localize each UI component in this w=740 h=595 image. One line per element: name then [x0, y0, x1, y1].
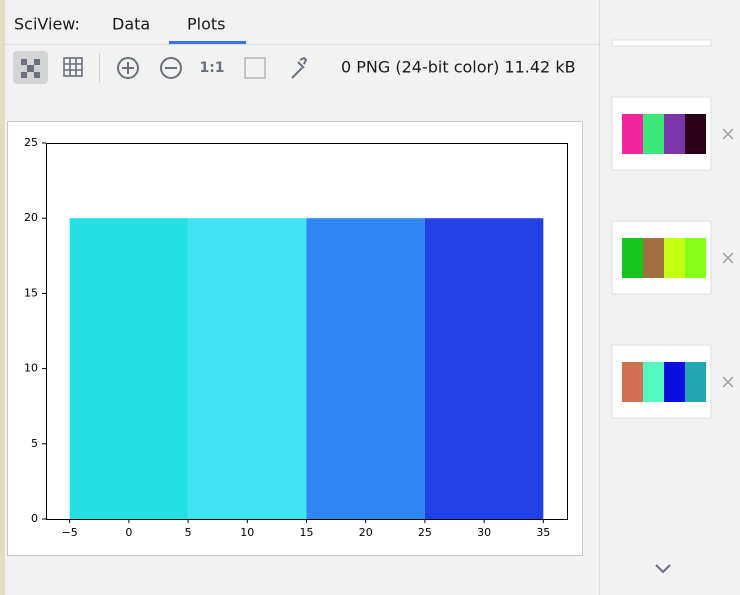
toolbar-separator [99, 53, 100, 83]
grid-button[interactable] [63, 57, 83, 77]
x-tick-label: 5 [185, 526, 192, 539]
x-tick-label: 10 [240, 526, 254, 539]
close-thumbnail-icon[interactable] [722, 376, 734, 388]
x-tick-label: 35 [536, 526, 550, 539]
bar [306, 218, 425, 519]
y-tick-label: 0 [31, 512, 38, 525]
tab-plots[interactable]: Plots [187, 15, 226, 34]
zoom-in-button[interactable] [117, 57, 139, 79]
tab-data[interactable]: Data [112, 15, 150, 34]
thumbnail-bar [685, 362, 706, 402]
actual-size-button[interactable]: 1:1 [199, 60, 224, 76]
close-thumbnail-icon[interactable] [722, 128, 734, 140]
chart: −5 0 5 10 15 20 25 30 35 0 5 10 15 20 25 [24, 136, 568, 539]
fit-icon [21, 59, 40, 78]
x-tick-label: −5 [62, 526, 78, 539]
x-tick-label: 0 [125, 526, 132, 539]
image-info: 0 PNG (24-bit color) 11.42 kB [341, 58, 576, 77]
y-tick-label: 10 [24, 362, 38, 375]
thumbnail-bar [643, 114, 664, 154]
thumbnail-list [611, 39, 734, 419]
y-tick-label: 15 [24, 286, 38, 299]
bar [69, 218, 189, 519]
thumbnail-bar [685, 238, 706, 278]
thumbnail-bar [622, 114, 643, 154]
x-tick-label: 25 [418, 526, 432, 539]
left-edge-strip [0, 0, 5, 595]
close-thumbnail-icon[interactable] [722, 252, 734, 264]
y-tick-label: 25 [24, 136, 38, 149]
thumbnail-bar [622, 362, 643, 402]
bar [424, 218, 544, 519]
zoom-out-button[interactable] [160, 57, 182, 79]
scroll-down-icon[interactable] [655, 564, 671, 574]
thumbnail-bar [643, 362, 664, 402]
color-picker-button[interactable] [291, 56, 308, 79]
thumbnail-partial [611, 39, 712, 47]
x-tick-label: 20 [359, 526, 373, 539]
thumbnail-bar [685, 114, 706, 154]
thumbnail-bar [664, 114, 685, 154]
panel-label: SciView: [14, 15, 80, 34]
y-tick-label: 20 [24, 211, 38, 224]
thumbnail-bar [664, 362, 685, 402]
active-tab-underline [169, 41, 246, 44]
x-tick-label: 30 [477, 526, 491, 539]
tab-divider [0, 44, 600, 45]
bar [188, 218, 307, 519]
thumbnail-bar [622, 238, 643, 278]
x-tick-label: 15 [300, 526, 314, 539]
fit-window-button[interactable] [244, 57, 266, 79]
thumbnail-panel [600, 0, 740, 595]
y-tick-label: 5 [31, 437, 38, 450]
panel-divider [599, 0, 600, 595]
thumbnail-bar [664, 238, 685, 278]
thumbnail-bar [643, 238, 664, 278]
